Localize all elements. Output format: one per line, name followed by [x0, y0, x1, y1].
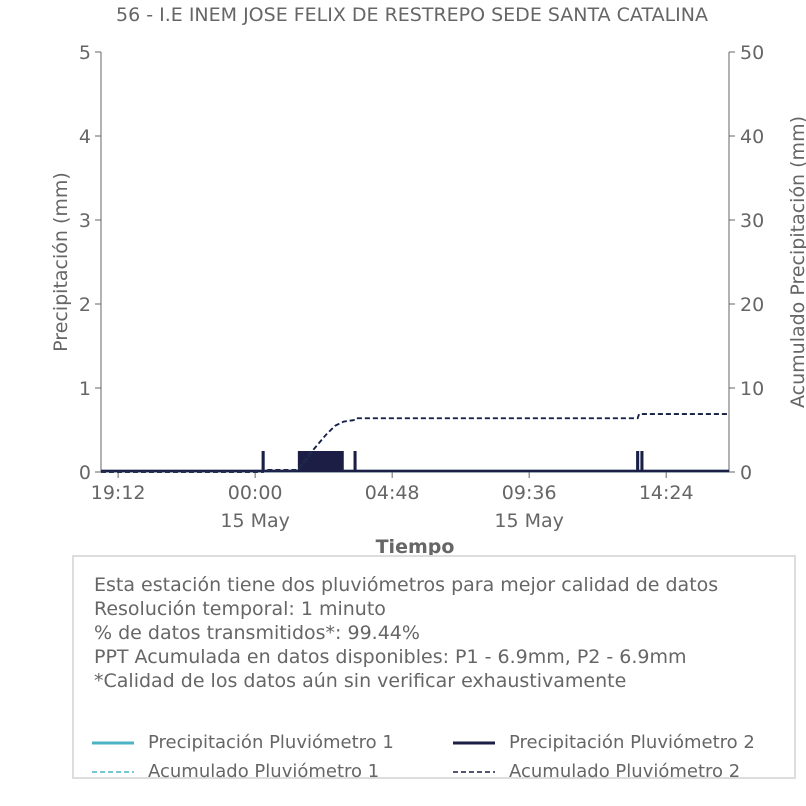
y2-tick-label: 50 — [740, 42, 764, 64]
info-line-stations: Esta estación tiene dos pluviómetros par… — [94, 574, 719, 596]
chart-title: 56 - I.E INEM JOSE FELIX DE RESTREPO SED… — [116, 4, 708, 26]
cumulative-line-2 — [101, 413, 729, 473]
info-box: Esta estación tiene dos pluviómetros par… — [72, 555, 796, 782]
legend-swatch-p1-rain — [92, 741, 134, 745]
y-tick-label: 4 — [79, 126, 91, 148]
y-axis-label: Precipitación (mm) — [50, 172, 72, 352]
x-axis-label: Tiempo — [376, 536, 455, 558]
x-tick-label: 14:24 — [639, 482, 694, 504]
legend-swatch-p2-rain — [453, 741, 495, 745]
info-line-accumulated: PPT Acumulada en datos disponibles: P1 -… — [94, 646, 687, 668]
rainfall-chart: 56 - I.E INEM JOSE FELIX DE RESTREPO SED… — [50, 4, 806, 558]
y2-axis-label: Acumulado Precipitación (mm) — [787, 116, 806, 408]
info-line-quality: *Calidad de los datos aún sin verificar … — [94, 670, 627, 692]
y2-tick-label: 20 — [740, 294, 764, 316]
y-tick-label: 2 — [79, 294, 91, 316]
legend-label-p2-cum: Acumulado Pluviómetro 2 — [509, 761, 741, 782]
precip-dense-block — [299, 451, 343, 472]
y-tick-label: 0 — [79, 462, 91, 484]
x-ticks: 19:12 00:00 15 May 04:48 09:36 15 May 14:24 — [91, 472, 694, 532]
y-tick-label: 5 — [79, 42, 91, 64]
y2-tick-label: 40 — [740, 126, 764, 148]
x-tick-label: 19:12 — [91, 482, 146, 504]
x-tick-label: 09:36 — [502, 482, 557, 504]
info-line-transmitted: % de datos transmitidos*: 99.44% — [94, 622, 420, 644]
legend-label-p1-cum: Acumulado Pluviómetro 1 — [148, 761, 380, 782]
x-tick-label: 04:48 — [365, 482, 420, 504]
left-y-ticks: 0 1 2 3 4 5 — [79, 42, 101, 484]
legend-swatch-p1-cum — [92, 771, 134, 773]
cumulative-line-1 — [101, 413, 729, 473]
legend-label-p1-rain: Precipitación Pluviómetro 1 — [148, 732, 394, 753]
y2-tick-label: 30 — [740, 210, 764, 232]
x-tick-label: 00:00 — [228, 482, 283, 504]
y-tick-label: 1 — [79, 378, 91, 400]
info-text: Esta estación tiene dos pluviómetros par… — [94, 573, 718, 693]
series-layer — [101, 413, 729, 473]
legend-swatch-p2-cum — [453, 771, 495, 773]
series-1-precipitation — [101, 451, 729, 473]
y2-tick-label: 10 — [740, 378, 764, 400]
y2-tick-label: 0 — [740, 462, 752, 484]
axes — [100, 52, 730, 473]
legend: Precipitación Pluviómetro 1 Precipitació… — [92, 730, 782, 790]
right-y-ticks: 0 10 20 30 40 50 — [729, 42, 764, 484]
y-tick-label: 3 — [79, 210, 91, 232]
info-line-resolution: Resolución temporal: 1 minuto — [94, 598, 386, 620]
x-tick-sublabel: 15 May — [220, 510, 290, 532]
legend-label-p2-rain: Precipitación Pluviómetro 2 — [509, 732, 755, 753]
x-tick-sublabel: 15 May — [494, 510, 564, 532]
series-2-precipitation — [101, 451, 729, 473]
